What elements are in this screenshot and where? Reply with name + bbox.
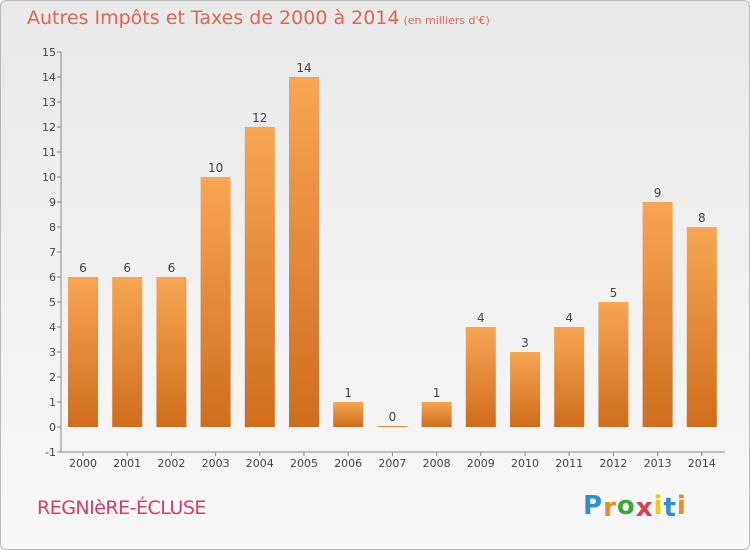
bar (465, 327, 496, 427)
chart-title: Autres Impôts et Taxes de 2000 à 2014 (en… (27, 7, 490, 29)
bar (333, 402, 364, 427)
bar-value-label: 6 (123, 261, 131, 275)
x-tick-label: 2009 (467, 457, 495, 470)
bar-value-label: 1 (344, 386, 352, 400)
x-tick-label: 2013 (644, 457, 672, 470)
y-tick-label: 12 (42, 121, 56, 134)
y-tick-label: 8 (49, 221, 56, 234)
bar (112, 277, 143, 427)
chart-unit: (en milliers d'€) (403, 14, 490, 27)
bar-value-label: 3 (521, 336, 529, 350)
x-tick-label: 2010 (511, 457, 539, 470)
bar (510, 352, 540, 427)
bar-value-label: 12 (252, 111, 267, 125)
bar-value-label: 4 (565, 311, 573, 325)
bar-value-label: 8 (698, 211, 706, 225)
logo-letter: P (583, 491, 604, 521)
y-tick-label: 14 (42, 71, 56, 84)
x-tick-label: 2004 (246, 457, 274, 470)
bar-value-label: 1 (433, 386, 441, 400)
y-tick-label: 15 (42, 46, 56, 59)
bar (289, 77, 319, 427)
y-tick-label: 4 (49, 321, 56, 334)
x-tick-label: 2000 (69, 457, 97, 470)
bar-value-label: 0 (389, 410, 397, 424)
y-tick-label: -1 (45, 446, 56, 459)
chart-bars (68, 77, 717, 427)
y-tick-label: 5 (49, 296, 56, 309)
y-tick-label: 3 (49, 346, 56, 359)
bar (377, 426, 408, 427)
logo-letter: r (603, 493, 617, 523)
bar-value-label: 6 (79, 261, 87, 275)
x-tick-label: 2011 (555, 457, 583, 470)
bar (156, 277, 187, 427)
x-tick-label: 2003 (202, 457, 230, 470)
bar-value-label: 9 (654, 186, 662, 200)
bar-value-label: 5 (610, 286, 618, 300)
bar-value-label: 6 (168, 261, 176, 275)
bar-value-label: 14 (296, 61, 311, 75)
y-tick-label: 0 (49, 421, 56, 434)
x-tick-label: 2002 (157, 457, 185, 470)
y-tick-label: 13 (42, 96, 56, 109)
town-name: REGNIèRE-ÉCLUSE (37, 497, 206, 519)
proxiti-logo[interactable]: Proxiti (583, 491, 687, 523)
y-tick-label: 2 (49, 371, 56, 384)
x-tick-label: 2005 (290, 457, 318, 470)
bar (421, 402, 452, 427)
bar-value-label: 4 (477, 311, 485, 325)
y-tick-label: 6 (49, 271, 56, 284)
y-tick-label: 9 (49, 196, 56, 209)
bar (598, 302, 629, 427)
y-tick-label: 1 (49, 396, 56, 409)
x-tick-label: 2007 (378, 457, 406, 470)
logo-letter: t (663, 493, 677, 523)
logo-letter: o (616, 491, 636, 521)
bar-value-label: 10 (208, 161, 223, 175)
bar (244, 127, 275, 427)
bar (686, 227, 717, 427)
bar (200, 177, 231, 427)
x-tick-label: 2006 (334, 457, 362, 470)
logo-letter: i (653, 491, 664, 521)
bar (642, 202, 673, 427)
x-tick-label: 2014 (688, 457, 716, 470)
y-tick-label: 11 (42, 146, 56, 159)
bar (68, 277, 98, 427)
logo-letter: x (635, 493, 654, 523)
bar (554, 327, 585, 427)
chart-title-text: Autres Impôts et Taxes de 2000 à 2014 (27, 7, 400, 29)
x-tick-label: 2008 (423, 457, 451, 470)
x-tick-label: 2001 (113, 457, 141, 470)
x-tick-label: 2012 (599, 457, 627, 470)
y-tick-label: 10 (42, 171, 56, 184)
logo-letter: i (676, 491, 687, 521)
y-tick-label: 7 (49, 246, 56, 259)
